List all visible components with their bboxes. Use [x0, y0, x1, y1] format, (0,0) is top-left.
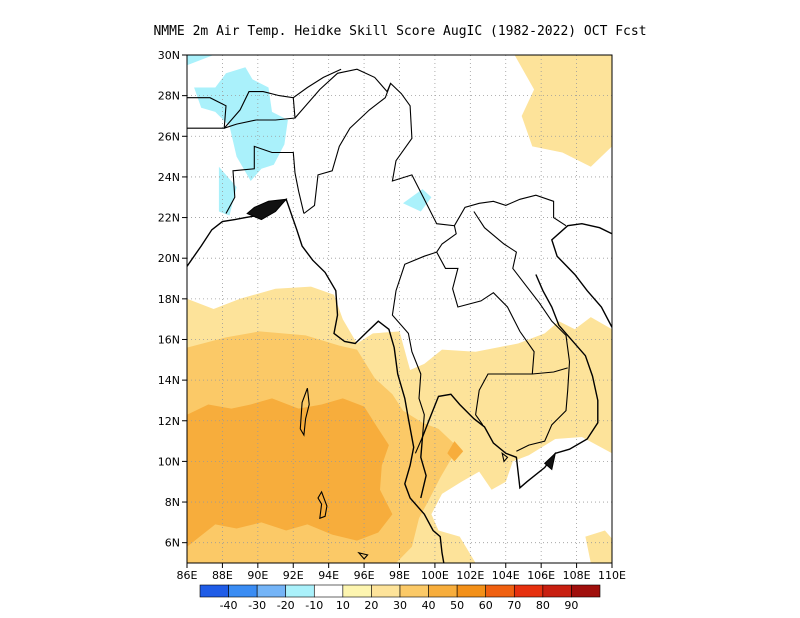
colorbar-swatch — [285, 584, 315, 598]
skill-region-6 — [194, 67, 288, 181]
country-border-10 — [292, 68, 342, 99]
country-border-2 — [391, 251, 437, 454]
figure-title: NMME 2m Air Temp. Heidke Skill Score Aug… — [153, 24, 646, 39]
colorbar-swatch — [228, 584, 258, 598]
colorbar-label: -10 — [305, 599, 323, 612]
lon-tick-label: 90E — [247, 569, 268, 582]
lat-tick-label: 30N — [158, 49, 180, 62]
lat-tick-label: 10N — [158, 455, 180, 468]
ganges-delta — [246, 198, 288, 221]
colorbar-label: 60 — [479, 599, 493, 612]
lon-tick-label: 96E — [354, 569, 375, 582]
lon-tick-label: 92E — [283, 569, 304, 582]
colorbar-swatch — [371, 584, 401, 598]
lon-tick-label: 104E — [492, 569, 520, 582]
grid-lines — [187, 55, 612, 563]
coastline-gulf — [420, 274, 599, 499]
lon-tick-label: 106E — [527, 569, 555, 582]
lon-tick-label: 110E — [598, 569, 626, 582]
lat-tick-label: 12N — [158, 415, 180, 428]
skill-region-9 — [187, 55, 214, 66]
lon-tick-label: 108E — [563, 569, 591, 582]
colorbar-swatch — [199, 584, 229, 598]
lat-tick-label: 18N — [158, 293, 180, 306]
lon-tick-label: 102E — [456, 569, 484, 582]
lat-tick-label: 24N — [158, 171, 180, 184]
country-border-3 — [436, 251, 535, 426]
country-border-6 — [532, 367, 568, 375]
colorbar-label: 50 — [450, 599, 464, 612]
colorbar-swatch — [485, 584, 515, 598]
coastlines-and-borders — [187, 68, 612, 563]
colorbar-label: 10 — [336, 599, 350, 612]
colorbar-label: 70 — [507, 599, 521, 612]
skill-region-4 — [187, 398, 393, 547]
skill-region-7 — [218, 166, 237, 216]
colorbar-label: 80 — [536, 599, 550, 612]
country-border-9 — [294, 68, 392, 119]
skill-region-5 — [447, 441, 464, 462]
lon-tick-label: 86E — [177, 569, 198, 582]
longitude-ticks: 86E 88E 90E 92E 94E 96E 98E 100E 102E 104E 106E 108… — [177, 563, 626, 582]
colorbar: -40 -30 -20 -10 10 20 30 40 50 60 70 80 90 — [199, 584, 601, 612]
lon-tick-label: 100E — [421, 569, 449, 582]
lon-tick-label: 98E — [389, 569, 410, 582]
country-border-5 — [473, 211, 571, 452]
colorbar-label: -30 — [248, 599, 266, 612]
colorbar-label: 90 — [564, 599, 578, 612]
colorbar-label: 30 — [393, 599, 407, 612]
colorbar-label: -20 — [277, 599, 295, 612]
island-3 — [357, 551, 369, 560]
colorbar-label: 20 — [364, 599, 378, 612]
latitude-ticks: 30N 28N 26N 24N 22N 20N 18N 16N 14N 12N 10N 8N 6N — [158, 49, 187, 550]
colorbar-swatch — [513, 584, 544, 598]
lat-tick-label: 20N — [158, 252, 180, 265]
colorbar-swatch — [456, 584, 487, 598]
skill-region-1 — [585, 530, 612, 563]
island-1 — [317, 490, 328, 520]
lat-tick-label: 6N — [165, 537, 180, 550]
colorbar-swatch — [428, 584, 458, 598]
country-border-8 — [187, 97, 227, 129]
colorbar-swatch — [542, 584, 572, 598]
island-0 — [299, 388, 310, 437]
colorbar-swatch — [256, 584, 287, 598]
lat-tick-label: 14N — [158, 374, 180, 387]
mekong-delta — [543, 451, 557, 471]
skill-region-8 — [403, 189, 432, 212]
lat-tick-label: 8N — [165, 496, 180, 509]
country-border-0 — [225, 145, 305, 214]
lat-tick-label: 28N — [158, 90, 180, 103]
skill-region-2 — [514, 55, 612, 167]
colorbar-label: -40 — [220, 599, 238, 612]
country-border-4 — [453, 194, 567, 227]
island-2 — [501, 451, 509, 463]
colorbar-swatch — [399, 584, 429, 598]
colorbar-swatch — [313, 584, 344, 598]
colorbar-label: 40 — [422, 599, 436, 612]
colorbar-swatch — [571, 584, 601, 598]
lat-tick-label: 22N — [158, 212, 180, 225]
colorbar-swatch — [342, 584, 372, 598]
lat-tick-label: 26N — [158, 130, 180, 143]
lat-tick-label: 16N — [158, 333, 180, 346]
lon-tick-label: 88E — [212, 569, 233, 582]
country-border-1 — [303, 82, 457, 253]
coastline-east — [550, 222, 612, 328]
lon-tick-label: 94E — [318, 569, 339, 582]
